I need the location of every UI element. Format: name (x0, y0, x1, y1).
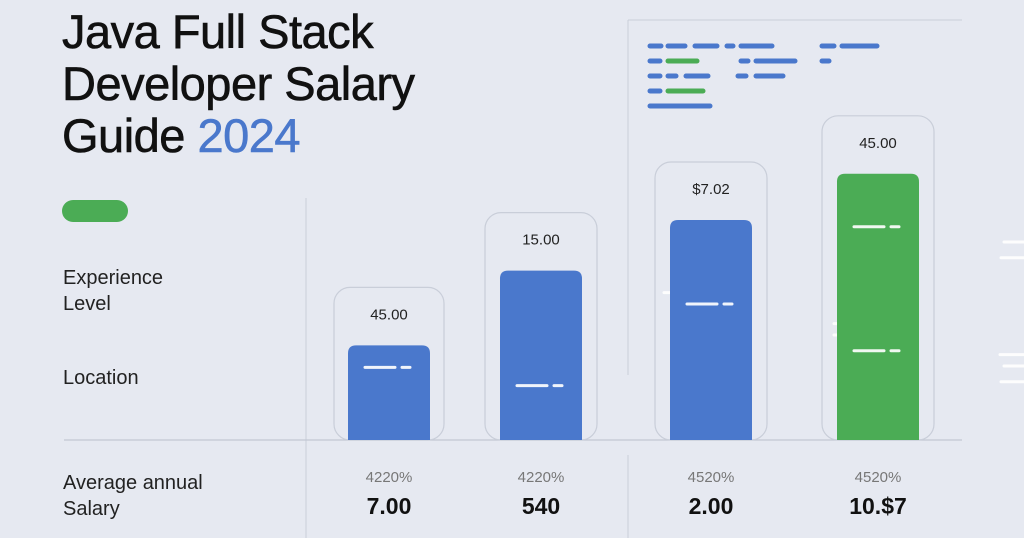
location-label: Location (63, 367, 139, 389)
code-snippet-decoration (647, 43, 880, 109)
bar-salary-label: 10.$7 (849, 493, 907, 519)
experience-level-label: Experience Level (63, 265, 163, 317)
experience-label-line-2: Level (63, 293, 111, 315)
bar (500, 270, 582, 440)
bar-percent-label: 4520% (855, 469, 902, 486)
bar-salary-label: 2.00 (689, 493, 734, 519)
bar (348, 345, 430, 440)
green-status-pill (62, 200, 128, 222)
title-line-2: Developer Salary (62, 57, 416, 110)
salary-label-line-2: Salary (63, 498, 120, 520)
bar-percent-label: 4520% (688, 469, 735, 486)
title-line-1: Java Full Stack (62, 5, 374, 58)
bar-value-label: 45.00 (859, 135, 897, 152)
bar-salary-label: 540 (522, 493, 560, 519)
title-year: 2024 (197, 109, 301, 162)
average-salary-label: Average annual Salary (63, 470, 203, 522)
bar-group: 15.00 4220% 540 (484, 212, 1024, 519)
bar-group: 45.00 4220% 7.00 (333, 286, 547, 519)
page-title: Java Full Stack Developer Salary Guide 2… (62, 5, 416, 162)
bar-value-label: 45.00 (370, 306, 408, 323)
bar-percent-label: 4220% (366, 469, 413, 486)
experience-label-line-1: Experience (63, 267, 164, 289)
bar (670, 220, 752, 440)
bar-group: $7.02 4520% 2.00 (654, 161, 1024, 519)
bar-group: 45.00 4520% 10.$7 (821, 115, 1024, 519)
salary-label-line-1: Average annual (63, 472, 203, 494)
title-line-3: Guide 2024 (62, 109, 415, 162)
bar (837, 173, 919, 441)
bar-value-label: 15.00 (522, 232, 560, 249)
title-prefix: Guide (62, 109, 198, 162)
bar-salary-label: 7.00 (367, 493, 412, 519)
bar-percent-label: 4220% (518, 469, 565, 486)
bar-value-label: $7.02 (692, 181, 730, 198)
